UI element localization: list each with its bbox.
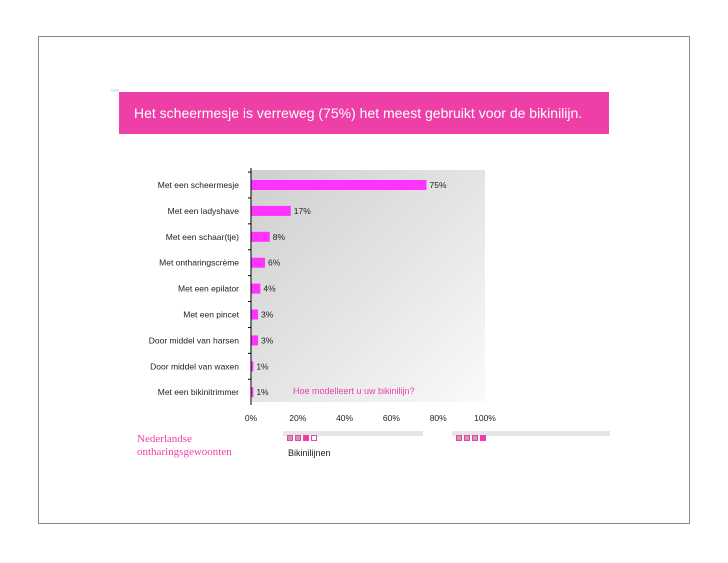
footer-organization: Nederlandse ontharingsgewoonten [137,433,232,459]
bar-value-label: 1% [256,387,269,397]
x-tick-label: 60% [383,413,400,423]
footer-square [287,435,293,441]
bar [251,361,254,372]
bar-value-label: 8% [273,232,286,242]
x-tick-label: 20% [289,413,306,423]
bar-value-label: 3% [261,310,274,320]
bar [251,309,259,320]
category-label: Met een scheermesje [158,180,240,190]
category-label: Door middel van harsen [149,335,240,345]
footer-square [311,435,317,441]
category-label: Door middel van waxen [150,361,239,371]
footer-strip-right [452,431,610,436]
category-label: Met ontharingscrème [159,258,239,268]
category-label: Met een ladyshave [168,206,240,216]
footer-squares-left [287,435,317,441]
bar-value-label: 1% [256,361,269,371]
bar [251,387,254,398]
footer-square [472,435,478,441]
footer-section-label: Bikinilijnen [288,448,331,458]
chart-question: Hoe modelleert u uw bikinilijn? [293,386,415,396]
bar-value-label: 75% [430,180,447,190]
title-edge-left [111,89,119,92]
footer-org-line1: Nederlandse [137,433,192,445]
slide-title: Het scheermesje is verreweg (75%) het me… [119,92,609,134]
x-tick-label: 80% [430,413,447,423]
category-label: Met een schaar(tje) [166,232,239,242]
footer-square [456,435,462,441]
category-label: Met een epilator [178,284,239,294]
footer-square [295,435,301,441]
footer-square [480,435,486,441]
footer-square [303,435,309,441]
x-tick-label: 100% [474,413,496,423]
bar [251,205,291,216]
footer-square [464,435,470,441]
bar-value-label: 6% [268,258,281,268]
bar [251,257,266,268]
bar-value-label: 3% [261,335,274,345]
bar [251,180,427,190]
x-tick-label: 40% [336,413,353,423]
footer-org-line2: ontharingsgewoonten [137,446,232,458]
bar [251,335,259,346]
bar-value-label: 17% [294,206,311,216]
footer-squares-right [456,435,486,441]
plot-background [251,170,485,402]
x-tick-label: 0% [245,413,258,423]
category-label: Met een pincet [183,310,239,320]
bar-value-label: 4% [263,284,276,294]
footer-strip-left [283,431,423,436]
bar [251,231,270,242]
category-label: Met een bikinitrimmer [158,387,239,397]
bar [251,283,261,294]
